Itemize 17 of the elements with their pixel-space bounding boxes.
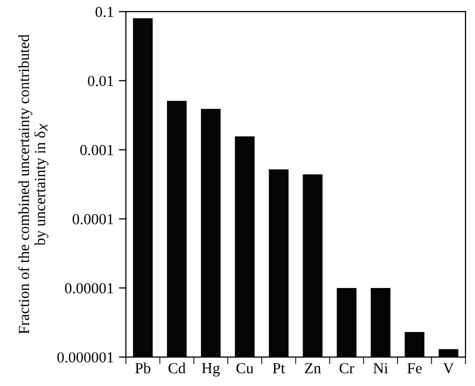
x-tick-label: Zn [304,363,321,374]
y-tick-label: 0.000001 [57,352,114,363]
y-tick-label: 0.01 [88,76,114,86]
x-tick-label: Pt [272,363,285,374]
x-tick-label: Cd [168,362,186,374]
y-tick-label: 0.0001 [72,214,114,224]
x-tick-label: Hg [202,363,220,376]
x-tick-label: V [443,363,454,374]
x-tick-label: Cr [340,363,354,374]
y-tick-label: 0.001 [80,144,114,156]
x-tick-label: Ni [373,363,388,374]
x-tick-label: Pb [135,362,150,374]
y-axis-title: Fraction of the combined uncertainty contributed by uncertainty in δ$_{X}$ [18,34,48,334]
y-tick-label: 0.1 [96,6,114,18]
x-tick-label: Fe [407,363,422,374]
y-tick-label: 0.00001 [65,283,114,294]
x-tick-label: Cu [236,363,254,374]
